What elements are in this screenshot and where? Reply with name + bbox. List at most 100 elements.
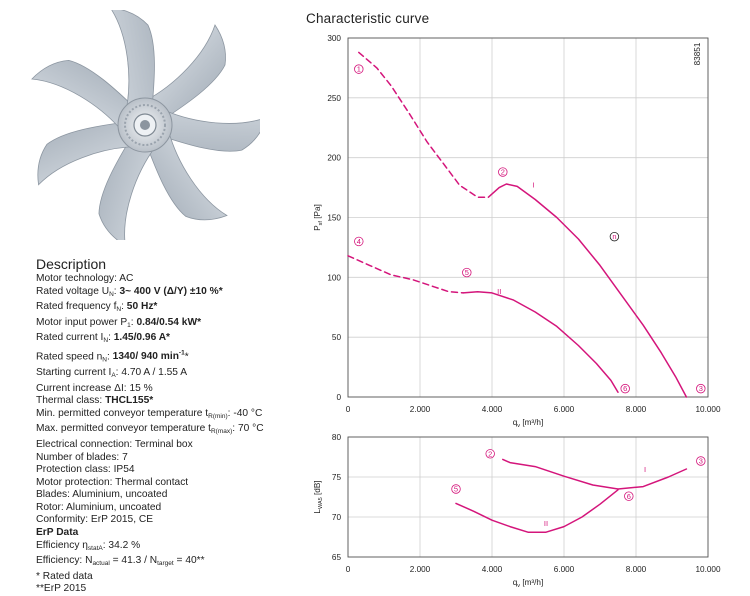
spec-value: -40 °C: [233, 407, 263, 419]
fan-product-image: [31, 10, 260, 240]
plot-frame: [347, 436, 709, 558]
x-tick-label: 6.000: [554, 405, 575, 414]
y-axis-label: LWA5 [dB]: [313, 480, 324, 513]
footnote: **ErP 2015: [36, 583, 87, 595]
spec-value: 4.70 A / 1.55 A: [121, 366, 188, 378]
point-label: 3: [699, 384, 703, 393]
spec-value: 50 Hz*: [126, 301, 158, 313]
spec-value: THCL155*: [105, 395, 154, 407]
fan-blade: [144, 24, 226, 118]
erp-heading: ErP Data: [36, 527, 79, 539]
spec-line: Current increase ΔI: 15 %: [36, 382, 153, 394]
point-marker: [485, 449, 495, 459]
plot-frame: [347, 37, 709, 398]
spec-value: Aluminium, uncoated: [66, 501, 162, 513]
x-axis-label: qv [m³/h]: [513, 418, 544, 429]
fan-blade: [109, 10, 155, 111]
spec-value: 3~ 400 V (Δ/Y) ±10 %*: [119, 285, 223, 297]
spec-line: Min. permitted conveyor temperature tR(m…: [36, 407, 263, 420]
curve-label: II: [497, 287, 501, 296]
x-tick-label: 2.000: [410, 405, 431, 414]
spec-value: AC: [119, 273, 134, 284]
fan-blade: [98, 141, 157, 240]
chart-id-label: 83851: [693, 42, 702, 65]
point-marker: [696, 456, 706, 466]
spec-line: Conformity: ErP 2015, CE: [36, 514, 154, 526]
x-tick-label: 2.000: [410, 565, 431, 574]
spec-value: IP54: [113, 464, 135, 476]
spec-line: Motor input power P1: 0.84/0.54 kW*: [36, 316, 202, 329]
x-tick-label: 0: [346, 565, 351, 574]
y-tick-label: 75: [332, 473, 342, 482]
erp-value: 34.2 %: [108, 539, 141, 551]
spec-line: Motor technology: AC: [36, 273, 134, 284]
erp-lines: Efficiency ηstatA: 34.2 % Efficiency: Nac…: [36, 540, 298, 571]
x-tick-label: 6.000: [554, 565, 575, 574]
spec-value: 1.45/0.96 A*: [113, 332, 171, 344]
erp-line: Efficiency ηstatA: 34.2 %: [36, 539, 141, 552]
point-marker: [624, 491, 634, 501]
curve-label: I: [644, 465, 646, 474]
x-tick-label: 4.000: [482, 565, 503, 574]
spec-line: Blades: Aluminium, uncoated: [36, 489, 168, 501]
spec-value: 1340/ 940 min-1: [112, 349, 185, 363]
spec-line: Thermal class: THCL155*: [36, 395, 154, 407]
spec-line: Rated frequency fN: 50 Hz*: [36, 301, 158, 314]
spec-value: ErP 2015, CE: [90, 514, 154, 526]
curve-I-dashed: [358, 51, 490, 198]
spec-line: Electrical connection: Terminal box: [36, 438, 193, 450]
spec-value: 0.84/0.54 kW*: [136, 316, 202, 328]
spec-line: Number of blades: 7: [36, 451, 128, 463]
spec-line: Max. permitted conveyor temperature tR(m…: [36, 423, 264, 436]
y-tick-label: 250: [327, 94, 341, 103]
fan-blade: [37, 122, 136, 186]
spec-line: Starting current IA: 4.70 A / 1.55 A: [36, 366, 188, 379]
y-tick-label: 0: [336, 393, 341, 402]
point-label: 2: [488, 449, 492, 458]
curve-label: II: [544, 519, 548, 528]
point-marker: [462, 267, 472, 278]
description-lines: Motor technology: AC Rated voltage UN: 3~…: [36, 273, 298, 527]
description-panel: Description Motor technology: AC Rated vo…: [36, 256, 298, 596]
x-tick-label: 4.000: [482, 405, 503, 414]
chart-title: Characteristic curve: [306, 11, 430, 26]
x-tick-label: 8.000: [626, 405, 647, 414]
footnotes: * Rated data **ErP 2015: [36, 571, 298, 596]
spec-value: Thermal contact: [115, 476, 189, 488]
point-marker: [354, 64, 364, 74]
y-tick-label: 70: [332, 513, 342, 522]
y-tick-label: 150: [327, 214, 341, 223]
spec-value: Terminal box: [134, 438, 193, 450]
point-marker: [696, 383, 706, 394]
point-marker: [451, 484, 461, 494]
curve-label: I: [532, 181, 534, 190]
fan-blade: [147, 129, 228, 221]
x-tick-label: 0: [346, 405, 351, 414]
x-tick-label: 8.000: [626, 565, 647, 574]
point-label: 6: [627, 492, 631, 501]
fan-blade: [163, 109, 260, 152]
y-tick-label: 65: [332, 553, 342, 562]
curve-II-dashed: [347, 255, 464, 294]
x-axis-label: qv [m³/h]: [513, 578, 544, 589]
point-marker: [620, 383, 630, 394]
point-marker: [498, 167, 508, 177]
fan-blade: [31, 59, 133, 132]
x-tick-label: 10.000: [695, 405, 720, 414]
point-marker: [609, 231, 620, 242]
point-label: 6: [623, 384, 627, 393]
y-tick-label: 100: [327, 273, 341, 282]
point-label: 5: [454, 485, 458, 494]
spec-line: Motor protection: Thermal contact: [36, 476, 189, 488]
x-tick-label: 10.000: [695, 565, 720, 574]
curve-II-solid: [455, 489, 619, 533]
spec-line: Protection class: IP54: [36, 464, 135, 476]
spec-value: 7: [122, 451, 128, 463]
footnote: * Rated data: [36, 570, 93, 582]
y-tick-label: 200: [327, 154, 341, 163]
point-marker: [354, 236, 364, 247]
spec-value: 70 °C: [237, 423, 264, 435]
point-label: 4: [357, 237, 361, 246]
pressure-chart: 0 2.000 4.000 6.000 8.000 10.000 0 50 100 150 200 2…: [313, 34, 721, 429]
